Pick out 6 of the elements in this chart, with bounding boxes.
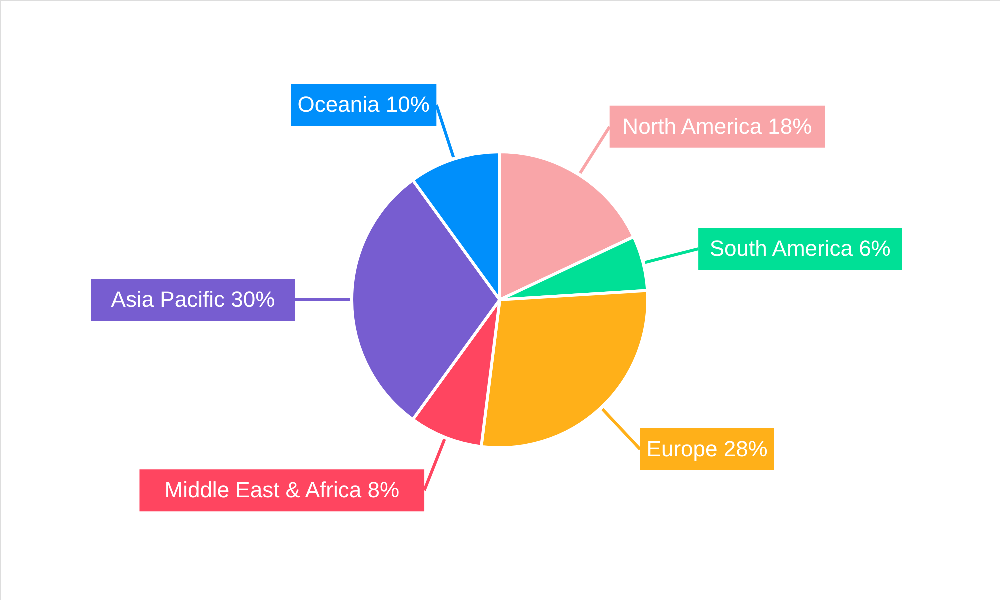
- slice-label: North America 18%: [622, 114, 812, 139]
- slice-label: Middle East & Africa 8%: [164, 478, 400, 503]
- slice-label: Oceania 10%: [298, 92, 430, 118]
- slice-label: South America 6%: [710, 236, 891, 262]
- slice-label: Asia Pacific 30%: [111, 287, 276, 312]
- slice-label: Europe 28%: [646, 436, 768, 462]
